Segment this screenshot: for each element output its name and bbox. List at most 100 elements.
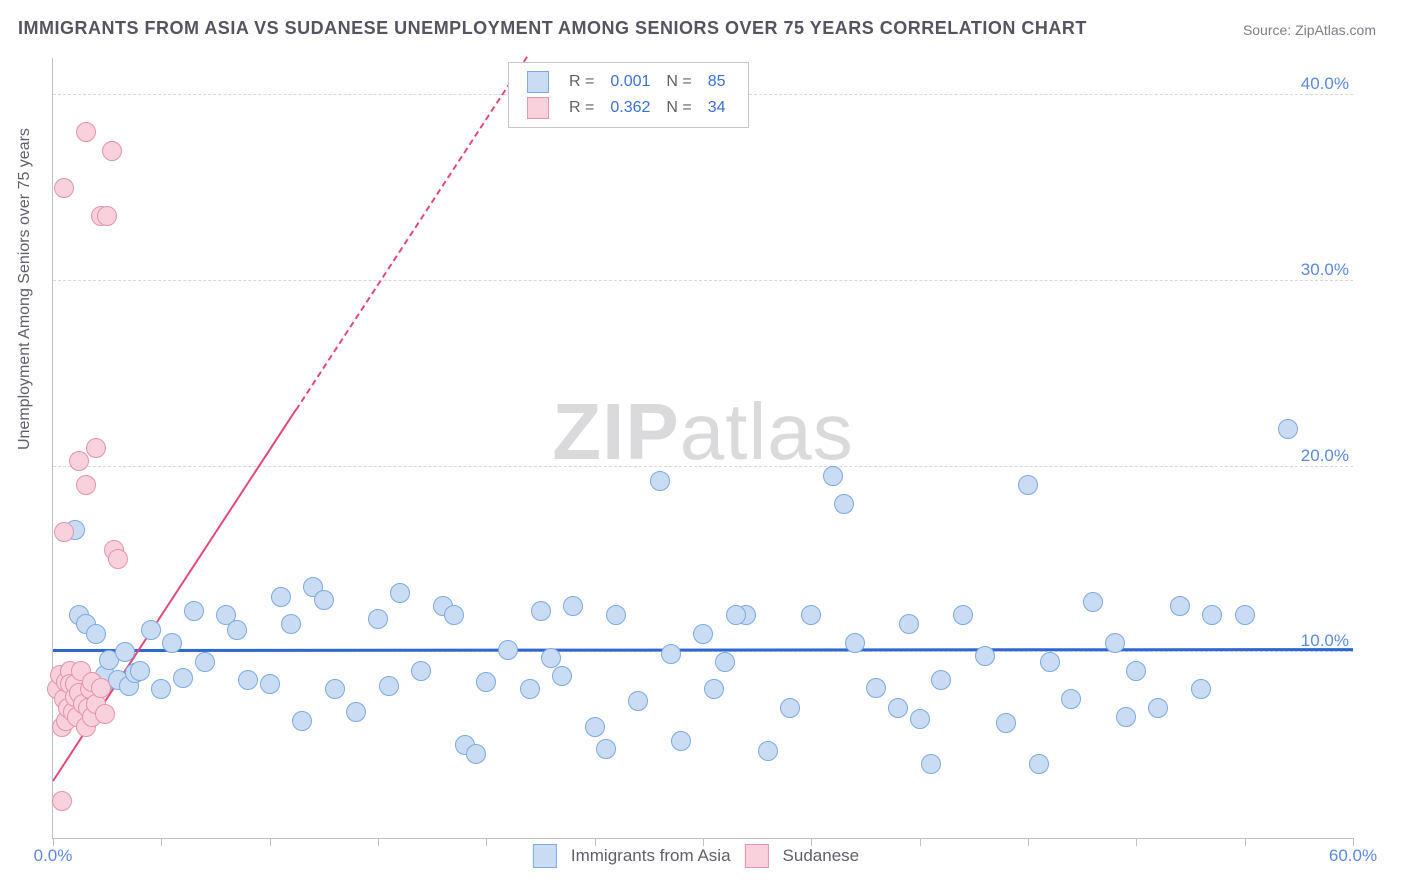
scatter-point — [801, 605, 821, 625]
legend-bottom: Immigrants from AsiaSudanese — [533, 844, 873, 868]
scatter-point — [704, 679, 724, 699]
x-tick — [703, 838, 704, 846]
scatter-point — [444, 605, 464, 625]
scatter-point — [552, 666, 572, 686]
scatter-point — [596, 739, 616, 759]
scatter-point — [95, 704, 115, 724]
source-attribution: Source: ZipAtlas.com — [1243, 22, 1376, 38]
watermark: ZIPatlas — [552, 386, 853, 478]
scatter-point — [102, 141, 122, 161]
x-tick-label: 60.0% — [1329, 846, 1377, 866]
x-tick — [595, 838, 596, 846]
scatter-point — [325, 679, 345, 699]
y-axis-title: Unemployment Among Seniors over 75 years — [16, 128, 34, 450]
scatter-point — [314, 590, 334, 610]
scatter-point — [1029, 754, 1049, 774]
scatter-point — [1170, 596, 1190, 616]
scatter-point — [271, 587, 291, 607]
legend-swatch — [533, 844, 557, 868]
scatter-point — [260, 674, 280, 694]
scatter-point — [227, 620, 247, 640]
scatter-point — [671, 731, 691, 751]
scatter-point — [346, 702, 366, 722]
chart-title: IMMIGRANTS FROM ASIA VS SUDANESE UNEMPLO… — [18, 18, 1087, 39]
scatter-point — [758, 741, 778, 761]
scatter-point — [650, 471, 670, 491]
x-tick — [1136, 838, 1137, 846]
legend-swatch — [745, 844, 769, 868]
scatter-point — [76, 122, 96, 142]
scatter-point — [115, 642, 135, 662]
scatter-point — [151, 679, 171, 699]
scatter-point — [1191, 679, 1211, 699]
scatter-point — [931, 670, 951, 690]
legend-stats: R =0.001N =85R =0.362N =34 — [508, 62, 749, 128]
scatter-point — [76, 475, 96, 495]
x-tick — [378, 838, 379, 846]
x-tick — [270, 838, 271, 846]
scatter-point — [834, 494, 854, 514]
source-prefix: Source: — [1243, 22, 1295, 38]
scatter-point — [910, 709, 930, 729]
scatter-point — [54, 522, 74, 542]
scatter-point — [476, 672, 496, 692]
scatter-point — [921, 754, 941, 774]
x-tick — [920, 838, 921, 846]
scatter-point — [1105, 633, 1125, 653]
scatter-point — [173, 668, 193, 688]
scatter-point — [108, 549, 128, 569]
scatter-point — [715, 652, 735, 672]
scatter-point — [888, 698, 908, 718]
y-tick-label: 20.0% — [1301, 446, 1349, 466]
scatter-point — [531, 601, 551, 621]
gridline-horizontal — [53, 466, 1353, 467]
scatter-point — [996, 713, 1016, 733]
scatter-point — [541, 648, 561, 668]
x-tick — [53, 838, 54, 846]
scatter-point — [238, 670, 258, 690]
gridline-horizontal — [53, 280, 1353, 281]
x-tick — [1353, 838, 1354, 846]
scatter-point — [1018, 475, 1038, 495]
scatter-point — [866, 678, 886, 698]
trend-line — [295, 56, 528, 410]
source-link[interactable]: ZipAtlas.com — [1295, 22, 1376, 38]
legend-label: Sudanese — [783, 846, 860, 865]
scatter-point — [69, 451, 89, 471]
plot-area: ZIPatlas Immigrants from AsiaSudanese 10… — [52, 58, 1353, 839]
scatter-point — [1040, 652, 1060, 672]
scatter-point — [899, 614, 919, 634]
scatter-point — [498, 640, 518, 660]
scatter-point — [195, 652, 215, 672]
scatter-point — [130, 661, 150, 681]
x-tick-label: 0.0% — [34, 846, 73, 866]
scatter-point — [693, 624, 713, 644]
x-tick — [811, 838, 812, 846]
scatter-point — [281, 614, 301, 634]
scatter-point — [780, 698, 800, 718]
scatter-point — [1116, 707, 1136, 727]
y-tick-label: 40.0% — [1301, 74, 1349, 94]
x-tick — [486, 838, 487, 846]
scatter-point — [1126, 661, 1146, 681]
scatter-point — [975, 646, 995, 666]
scatter-point — [184, 601, 204, 621]
scatter-point — [91, 678, 111, 698]
scatter-point — [86, 624, 106, 644]
scatter-point — [845, 633, 865, 653]
scatter-point — [292, 711, 312, 731]
y-tick-label: 30.0% — [1301, 260, 1349, 280]
scatter-point — [466, 744, 486, 764]
scatter-point — [54, 178, 74, 198]
scatter-point — [1278, 419, 1298, 439]
scatter-point — [823, 466, 843, 486]
scatter-point — [726, 605, 746, 625]
scatter-point — [628, 691, 648, 711]
scatter-point — [1083, 592, 1103, 612]
scatter-point — [953, 605, 973, 625]
scatter-point — [1061, 689, 1081, 709]
scatter-point — [86, 438, 106, 458]
scatter-point — [1148, 698, 1168, 718]
scatter-point — [520, 679, 540, 699]
scatter-point — [141, 620, 161, 640]
